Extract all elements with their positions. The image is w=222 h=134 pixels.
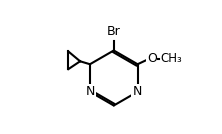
Text: N: N (85, 85, 95, 98)
Text: CH₃: CH₃ (161, 52, 182, 65)
Text: N: N (133, 85, 142, 98)
Text: O: O (147, 52, 157, 65)
Text: Br: Br (107, 25, 121, 38)
